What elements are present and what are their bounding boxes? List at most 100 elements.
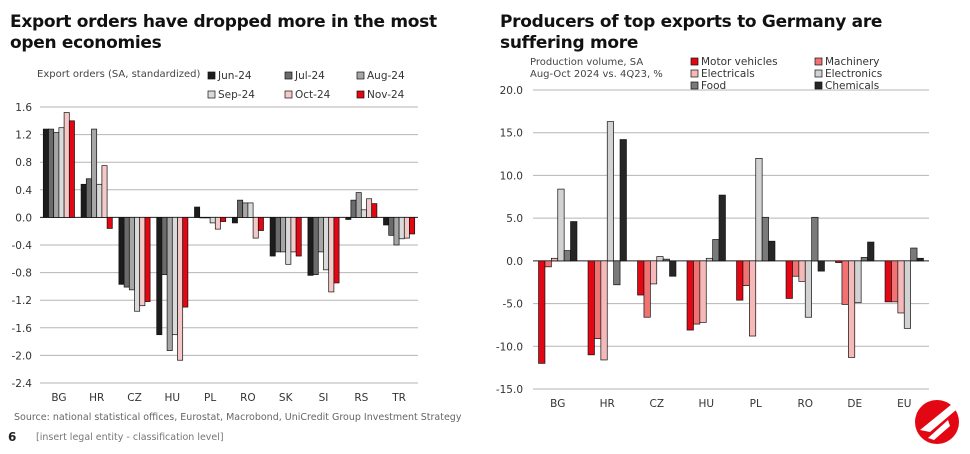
bar-eu-electronics [903,260,912,329]
bar-eu-motor-vehicles [884,260,892,303]
bar-hr-electronics [606,121,615,262]
left-chart: 1.6 1.2 0.8 0.4 0.0 -0.4 -0.8 -1.2 -1.6 -2.0 -2.4 B… [12,70,418,404]
legend-swatch [284,90,293,99]
bar-bg-machinery [544,260,552,268]
x-tick-label: BG [550,398,565,410]
bar-sk-jun-24 [269,217,276,257]
legend-swatch [814,57,823,66]
bar-hr-jul-24 [85,178,92,218]
bar-tr-jul-24 [388,217,395,236]
bar-pl-food [761,216,769,262]
bar-hr-jun-24 [80,183,87,218]
bar-si-aug-24 [317,217,324,253]
x-tick-label: RO [797,398,813,410]
bar-cz-motor-vehicles [637,260,645,296]
legend-label: Motor vehicles [701,56,778,68]
y-tick-label: -0.8 [12,268,33,280]
bar-hr-chemicals [619,139,627,262]
x-tick-label: RO [240,392,256,404]
legend-label: Machinery [825,56,879,68]
bar-rs-jul-24 [350,199,357,218]
bar-ro-electricals [798,260,806,282]
bar-cz-jul-24 [123,217,130,288]
legend-label: Jun-24 [217,70,252,82]
bar-rs-aug-24 [355,192,362,218]
y-tick-label: 15.0 [500,128,523,140]
bar-sk-jul-24 [274,217,281,253]
bar-cz-electronics [656,256,664,262]
x-tick-label: RS [354,392,368,404]
bar-cz-machinery [643,260,651,318]
x-tick-label: TR [391,392,406,404]
y-tick-label: -2.4 [12,378,33,390]
bar-bg-jul-24 [48,128,55,218]
bar-tr-jun-24 [383,217,390,226]
bar-hu-motor-vehicles [686,260,694,331]
bar-rs-sep-24 [360,209,367,218]
x-tick-label: SI [319,392,329,404]
y-tick-label: 1.6 [15,102,32,114]
legend-label: Sep-24 [218,89,255,101]
x-tick-label: HR [600,398,615,410]
bar-bg-food [563,250,571,262]
bar-hr-sep-24 [96,183,103,218]
legend-label: Electricals [701,68,755,80]
legend-label: Chemicals [825,80,879,92]
bar-pl-sep-24 [209,217,216,224]
bar-pl-electronics [755,157,763,262]
bar-hu-aug-24 [166,217,173,351]
bar-hu-oct-24 [177,217,184,361]
bar-bg-aug-24 [53,132,60,218]
bar-bg-sep-24 [58,127,65,218]
bar-hr-machinery [594,260,602,339]
bar-si-oct-24 [328,217,335,293]
bar-bg-motor-vehicles [538,260,546,364]
legend-swatch [690,57,699,66]
bar-de-machinery [841,260,849,305]
bar-eu-electricals [897,260,905,314]
bar-cz-aug-24 [128,217,135,291]
unicredit-logo [915,400,959,444]
y-tick-label: -0.4 [12,240,33,252]
right-chart-title: Producers of top exports to Germany are … [500,12,883,53]
bar-si-jul-24 [312,217,319,276]
legend-swatch [814,69,823,78]
bar-bg-oct-24 [63,112,70,218]
legend-label: Oct-24 [295,89,331,101]
bar-bg-electricals [550,257,559,262]
legend-swatch [207,90,216,99]
bar-si-jun-24 [307,217,314,276]
bar-pl-machinery [742,260,750,286]
x-tick-label: CZ [127,392,142,404]
bar-hu-sep-24 [171,217,178,336]
y-tick-label: -2.0 [12,350,33,362]
right-chart-subtitle-1: Production volume, SA [530,57,644,68]
bar-hr-motor-vehicles [587,260,595,356]
bar-bg-chemicals [570,221,578,262]
y-tick-label: -1.6 [12,323,33,335]
bar-ro-food [811,216,819,262]
y-tick-label: 20.0 [500,85,523,97]
y-tick-label: -15.0 [496,384,523,396]
x-tick-label: HR [89,392,104,404]
x-tick-label: PL [204,392,216,404]
bar-sk-oct-24 [290,217,297,253]
bar-hu-food [712,239,720,262]
bar-tr-oct-24 [403,217,410,239]
y-tick-label: 0.0 [506,256,523,268]
y-tick-label: 0.0 [15,212,32,224]
x-tick-label: CZ [649,398,664,410]
bar-hr-nov-24 [106,217,113,229]
bar-hu-chemicals [718,194,726,262]
bar-rs-jun-24 [345,217,352,220]
bar-ro-jun-24 [231,217,238,224]
legend-swatch [690,69,699,78]
bar-cz-nov-24 [144,217,151,302]
bar-cz-food [662,258,670,262]
left-chart-title: Export orders have dropped more in the m… [10,12,437,53]
x-tick-label: HU [165,392,181,404]
bar-hu-machinery [693,260,701,325]
source-note: Source: national statistical offices, Eu… [14,412,462,423]
bar-bg-jun-24 [42,128,49,218]
